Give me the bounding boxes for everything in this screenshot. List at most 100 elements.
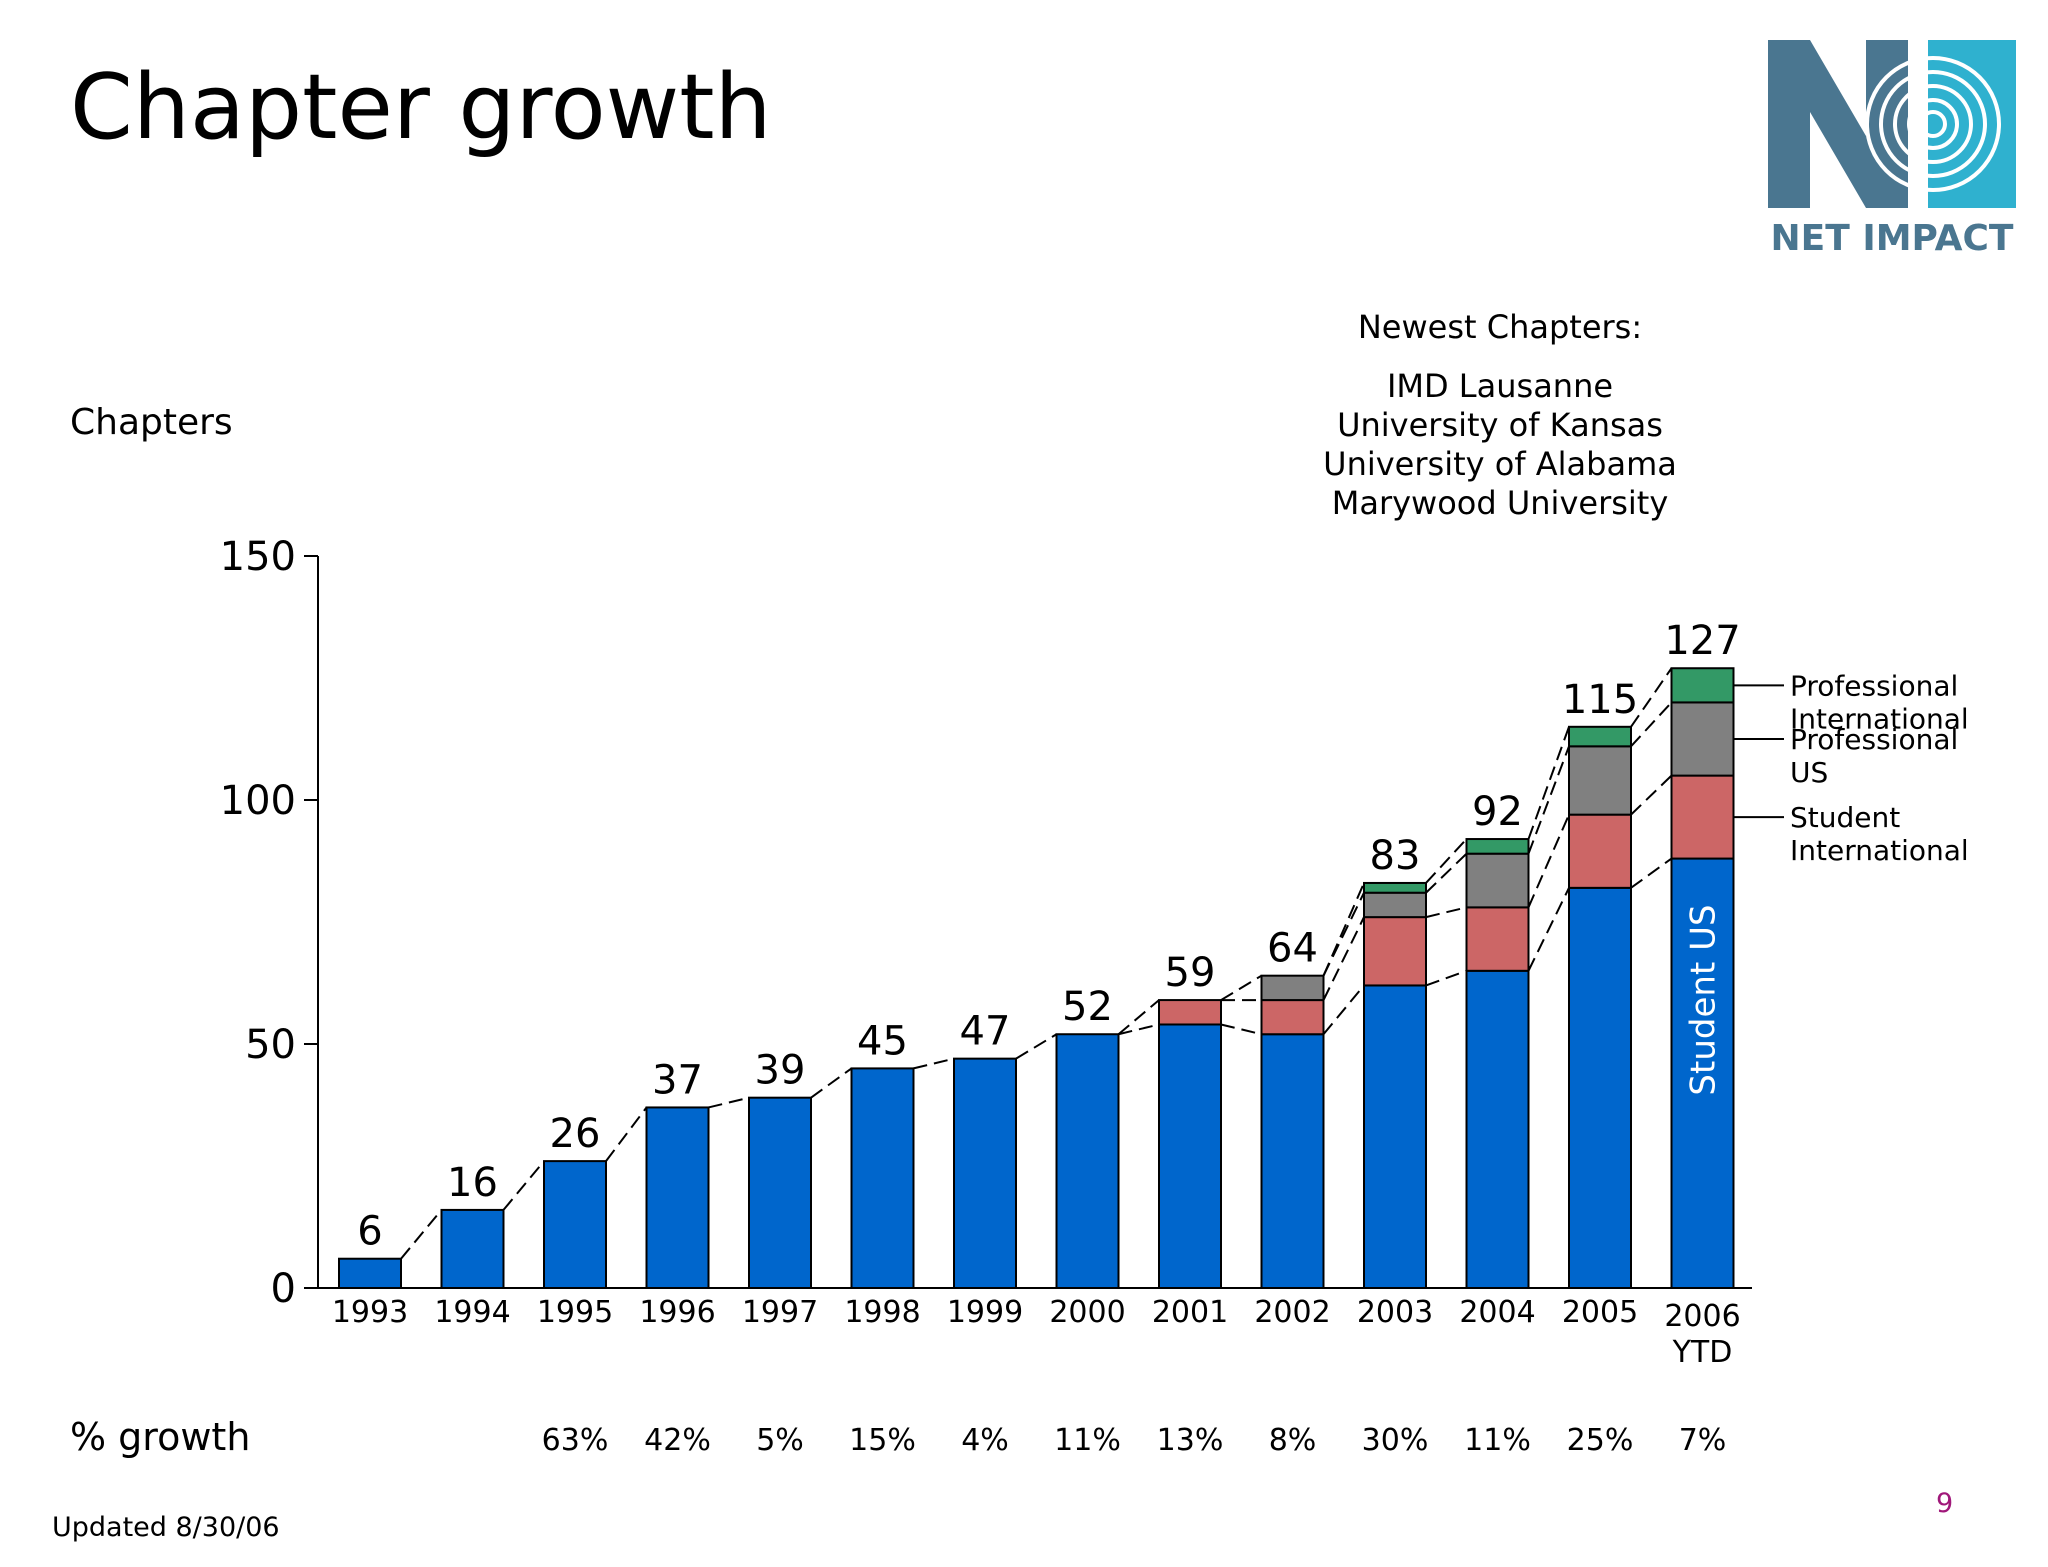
x-tick-label: 1994 (434, 1295, 510, 1330)
page-title: Chapter growth (70, 55, 772, 160)
connector-line (1322, 882, 1365, 977)
connector-line (1527, 814, 1570, 908)
x-tick-label: 1995 (537, 1295, 613, 1330)
growth-value: 8% (1269, 1423, 1317, 1458)
bar-segment-student-international (1670, 774, 1735, 860)
bar-segment-student-us (748, 1096, 812, 1290)
x-tick-label: 1997 (742, 1295, 818, 1330)
growth-value: 13% (1157, 1423, 1224, 1458)
bar-segment-student-us (1158, 1023, 1222, 1289)
legend-entry: Student International (1790, 801, 1969, 867)
bar-segment-student-international (1158, 999, 1222, 1026)
connector-line (1425, 852, 1468, 894)
connector-line (400, 1209, 443, 1260)
growth-value: 15% (849, 1423, 916, 1458)
connector-line (1527, 726, 1570, 840)
total-label: 115 (1562, 677, 1638, 723)
connector-line (1118, 1023, 1160, 1036)
legend-entry: Professional US (1790, 723, 1958, 789)
total-label: 127 (1664, 618, 1740, 664)
growth-value: 42% (644, 1423, 711, 1458)
x-tick-label: 2003 (1357, 1295, 1433, 1330)
growth-value: 25% (1567, 1423, 1634, 1458)
connector-line (1630, 857, 1673, 889)
connector-line (1015, 1033, 1058, 1060)
connector-line (1322, 892, 1365, 977)
x-tick-label: 2002 (1254, 1295, 1330, 1330)
newest-chapters: Newest Chapters: IMD Lausanne University… (1240, 308, 1760, 523)
growth-value: 63% (542, 1423, 609, 1458)
bar-segment-professional-international (1670, 667, 1735, 704)
bar-segment-student-us (953, 1057, 1017, 1290)
growth-row-label: % growth (70, 1415, 250, 1459)
total-label: 52 (1062, 984, 1113, 1030)
net-impact-logo: NET IMPACT (1768, 40, 2016, 259)
connector-line (1630, 667, 1673, 728)
bar-segment-student-us (1465, 969, 1530, 1289)
connector-line (1220, 974, 1263, 1001)
x-tick-label: 2006 YTD (1664, 1299, 1740, 1370)
bar-segment-student-us (1260, 1033, 1325, 1289)
connector-line (913, 1057, 955, 1070)
growth-value: 7% (1679, 1423, 1727, 1458)
total-label: 64 (1267, 926, 1318, 972)
legend-entry: Professional International (1790, 669, 1969, 735)
bar-segment-professional-us (1363, 891, 1427, 919)
connector-line (1425, 906, 1467, 919)
total-label: 92 (1472, 789, 1523, 835)
growth-value: 4% (961, 1423, 1009, 1458)
total-label: 26 (550, 1111, 601, 1157)
total-label: 39 (755, 1048, 806, 1094)
bar-segment-student-us (1568, 886, 1632, 1290)
total-label: 16 (447, 1160, 498, 1206)
x-tick-label: 2004 (1459, 1295, 1535, 1330)
bar-segment-student-international (1568, 813, 1632, 889)
bar-segment-student-us (1363, 984, 1427, 1289)
bar-segment-student-international (1363, 916, 1427, 987)
total-label: 59 (1165, 950, 1216, 996)
newest-item: University of Alabama (1323, 445, 1677, 483)
bar-segment-student-us (440, 1208, 505, 1290)
growth-value: 11% (1464, 1423, 1531, 1458)
y-tick-label: 150 (220, 534, 296, 580)
bar-segment-professional-us (1568, 745, 1632, 816)
connector-line (1425, 838, 1468, 884)
bar-segment-student-international (1260, 999, 1325, 1036)
connector-line (1425, 969, 1467, 987)
connector-line (1322, 916, 1365, 1001)
x-tick-label: 2000 (1049, 1295, 1125, 1330)
x-tick-label: 2005 (1562, 1295, 1638, 1330)
updated-date: Updated 8/30/06 (52, 1512, 280, 1543)
x-tick-label: 2001 (1152, 1295, 1228, 1330)
connector-line (1322, 984, 1365, 1035)
growth-value: 11% (1054, 1423, 1121, 1458)
connector-line (1527, 887, 1570, 972)
connector-line (1630, 774, 1673, 816)
connector-line (1630, 701, 1673, 747)
logo-text: NET IMPACT (1771, 218, 2014, 259)
growth-value: 30% (1362, 1423, 1429, 1458)
connector-line (502, 1160, 545, 1211)
x-tick-label: 1998 (844, 1295, 920, 1330)
growth-value: 5% (756, 1423, 804, 1458)
connector-line (810, 1067, 853, 1099)
page-number: 9 (1936, 1488, 1954, 1519)
bar-segment-student-us (1670, 857, 1735, 1289)
total-label: 45 (857, 1018, 908, 1064)
total-label: 6 (357, 1209, 382, 1255)
newest-heading: Newest Chapters: (1357, 308, 1643, 346)
bar-segment-professional-international (1363, 881, 1427, 894)
connector-line (605, 1106, 648, 1162)
connector-line (1527, 745, 1570, 855)
bar-segment-professional-us (1260, 974, 1325, 1002)
x-tick-label: 1996 (639, 1295, 715, 1330)
total-label: 37 (652, 1057, 703, 1103)
connector-line (1117, 999, 1160, 1036)
newest-item: IMD Lausanne (1386, 367, 1614, 405)
bar-segment-student-us (543, 1160, 607, 1289)
connector-line (1220, 1023, 1262, 1036)
bar-segment-professional-international (1568, 725, 1632, 748)
y-tick-label: 50 (245, 1022, 296, 1068)
bar-segment-student-us (645, 1106, 710, 1289)
